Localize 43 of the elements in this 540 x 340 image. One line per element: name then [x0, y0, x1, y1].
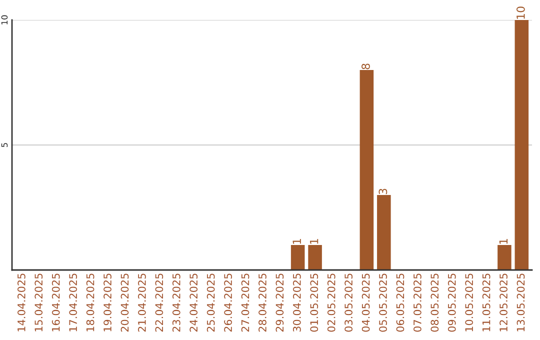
- x-tick-label: 02.05.2025: [327, 274, 336, 332]
- bar: [308, 245, 322, 270]
- y-tick-label: 5: [1, 143, 8, 148]
- x-tick-label: 23.04.2025: [172, 274, 180, 332]
- x-tick-label: 11.05.2025: [482, 274, 490, 332]
- bar: [514, 20, 529, 270]
- x-tick-label: 07.05.2025: [414, 274, 422, 332]
- data-label: 1: [310, 238, 318, 244]
- x-tick-label: 13.05.2025: [516, 274, 525, 332]
- data-label: 1: [499, 238, 508, 244]
- x-tick-label: 20.04.2025: [120, 274, 129, 332]
- x-tick-label: 26.04.2025: [224, 274, 232, 332]
- bar: [377, 195, 391, 270]
- x-tick-label: 16.04.2025: [52, 274, 60, 332]
- x-tick-label: 09.05.2025: [448, 274, 456, 332]
- x-tick-label: 01.05.2025: [310, 274, 318, 332]
- x-tick-label: 25.04.2025: [206, 274, 215, 332]
- x-tick-label: 03.05.2025: [344, 274, 353, 332]
- x-tick-label: 04.05.2025: [362, 274, 370, 332]
- x-tick-label: 22.04.2025: [155, 274, 164, 332]
- x-tick-label: 12.05.2025: [500, 274, 508, 332]
- x-tick-label: 08.05.2025: [430, 274, 439, 332]
- bar: [290, 245, 305, 270]
- bar: [360, 70, 374, 270]
- x-tick-label: 18.04.2025: [86, 274, 94, 332]
- x-tick-label: 24.04.2025: [190, 274, 198, 332]
- x-tick-label: 28.04.2025: [258, 274, 266, 332]
- data-label: 1: [292, 238, 301, 244]
- x-tick-label: 15.04.2025: [34, 274, 43, 332]
- x-tick-label: 05.05.2025: [379, 274, 387, 332]
- x-tick-label: 17.04.2025: [69, 274, 78, 332]
- x-tick-label: 14.04.2025: [17, 274, 26, 332]
- x-tick-label: 06.05.2025: [396, 274, 404, 332]
- x-tick-label: 30.04.2025: [292, 274, 301, 332]
- bar: [498, 245, 512, 270]
- x-tick-label: 27.04.2025: [241, 274, 250, 332]
- x-tick-label: 21.04.2025: [138, 274, 146, 332]
- data-label: 3: [378, 188, 388, 194]
- data-label: 10: [516, 6, 525, 19]
- x-tick-label: 29.04.2025: [276, 274, 284, 332]
- x-tick-label: 10.05.2025: [465, 274, 474, 332]
- x-tick-label: 19.04.2025: [104, 274, 112, 332]
- data-label: 8: [362, 64, 370, 70]
